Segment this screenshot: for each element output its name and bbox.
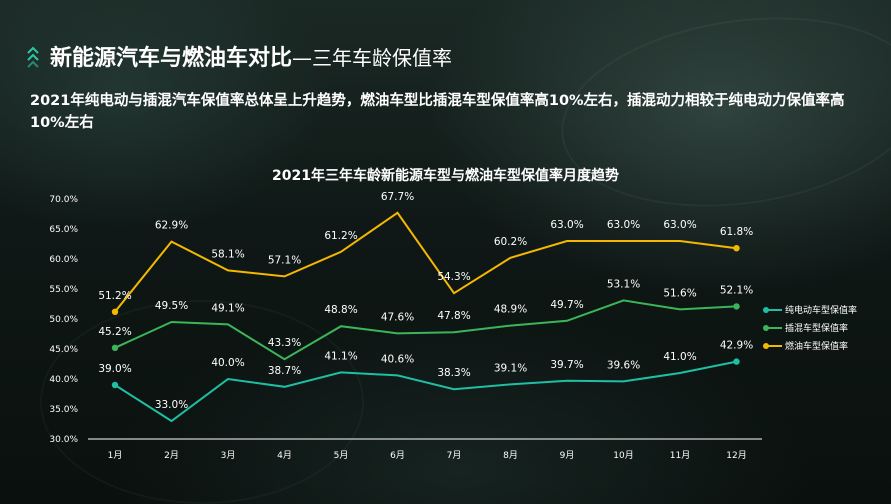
data-label: 48.9% <box>494 304 527 316</box>
data-label: 53.1% <box>607 278 640 290</box>
data-label: 49.1% <box>211 302 244 314</box>
y-tick-label: 60.0% <box>49 255 78 265</box>
series-point <box>111 344 119 351</box>
x-tick-label: 12月 <box>726 450 746 461</box>
series-point <box>111 308 119 315</box>
data-label: 38.7% <box>268 365 301 377</box>
data-label: 58.1% <box>211 248 244 260</box>
data-label: 62.9% <box>155 220 188 232</box>
data-label: 51.6% <box>663 287 696 299</box>
x-tick-label: 2月 <box>164 450 179 461</box>
data-label: 63.0% <box>663 219 696 231</box>
data-label: 61.2% <box>324 230 357 242</box>
x-tick-label: 9月 <box>560 450 575 461</box>
x-tick-label: 7月 <box>447 450 462 461</box>
data-label: 39.6% <box>607 359 640 371</box>
series-line <box>114 360 737 423</box>
x-tick-label: 11月 <box>670 450 690 461</box>
x-tick-label: 5月 <box>334 450 349 461</box>
data-label: 47.6% <box>381 311 414 323</box>
data-label: 40.6% <box>381 353 414 365</box>
data-label: 41.1% <box>324 350 357 362</box>
data-label: 57.1% <box>268 254 301 266</box>
series-line <box>114 299 737 361</box>
data-label: 45.2% <box>98 326 131 338</box>
title-main: 新能源汽车与燃油车对比 <box>50 46 293 71</box>
background-decoration <box>40 300 364 504</box>
data-label: 48.8% <box>324 304 357 316</box>
data-label: 39.1% <box>494 362 527 374</box>
data-label: 67.7% <box>381 191 414 203</box>
data-label: 54.3% <box>437 271 470 283</box>
y-tick-label: 55.0% <box>49 285 78 295</box>
data-label: 63.0% <box>607 219 640 231</box>
data-label: 47.8% <box>437 310 470 322</box>
series-point <box>733 303 740 310</box>
series-point <box>733 245 740 252</box>
data-label: 41.0% <box>663 351 696 363</box>
data-label: 63.0% <box>550 219 583 231</box>
series-point <box>733 358 740 365</box>
y-tick-label: 70.0% <box>49 195 78 205</box>
legend-swatch-dot <box>763 325 769 331</box>
x-tick-label: 1月 <box>108 450 123 461</box>
data-label: 40.0% <box>211 357 244 369</box>
data-label: 52.1% <box>720 284 753 296</box>
series-line <box>114 211 737 313</box>
page-title: 新能源汽车与燃油车对比—三年车龄保值率 <box>50 40 452 72</box>
y-tick-label: 65.0% <box>49 225 78 235</box>
data-label: 60.2% <box>494 236 527 248</box>
data-label: 39.7% <box>550 359 583 371</box>
data-label: 51.2% <box>98 290 131 302</box>
y-tick-label: 45.0% <box>49 345 78 355</box>
y-tick-label: 50.0% <box>49 315 78 325</box>
legend-swatch-dot <box>763 307 769 313</box>
data-label: 38.3% <box>437 367 470 379</box>
legend-swatch-dot <box>763 343 769 349</box>
legend-label: 纯电动车型保值率 <box>785 304 857 316</box>
x-tick-label: 8月 <box>503 450 518 461</box>
data-label: 49.5% <box>155 300 188 312</box>
data-label: 42.9% <box>720 340 753 352</box>
y-tick-label: 30.0% <box>49 435 78 445</box>
data-label: 49.7% <box>550 299 583 311</box>
series-point <box>111 381 119 389</box>
data-label: 43.3% <box>268 337 301 349</box>
y-tick-label: 35.0% <box>49 405 78 415</box>
x-tick-label: 10月 <box>613 450 633 461</box>
summary-text: 2021年纯电动与插混汽车保值率总体呈上升趋势，燃油车型比插混车型保值率高10%… <box>30 93 845 131</box>
x-tick-label: 3月 <box>221 450 236 461</box>
x-tick-label: 4月 <box>277 450 292 461</box>
data-label: 33.0% <box>155 399 188 411</box>
data-label: 39.0% <box>98 363 131 375</box>
title-sub: —三年车龄保值率 <box>292 46 453 70</box>
chart-title: 2021年三年车龄新能源车型与燃油车型保值率月度趋势 <box>272 168 619 184</box>
x-tick-label: 6月 <box>390 450 405 461</box>
legend-label: 燃油车型保值率 <box>785 340 848 352</box>
y-tick-label: 40.0% <box>49 375 78 385</box>
data-label: 61.8% <box>720 226 753 238</box>
double-chevron-up-icon <box>27 46 39 68</box>
legend-label: 插混车型保值率 <box>785 322 848 334</box>
